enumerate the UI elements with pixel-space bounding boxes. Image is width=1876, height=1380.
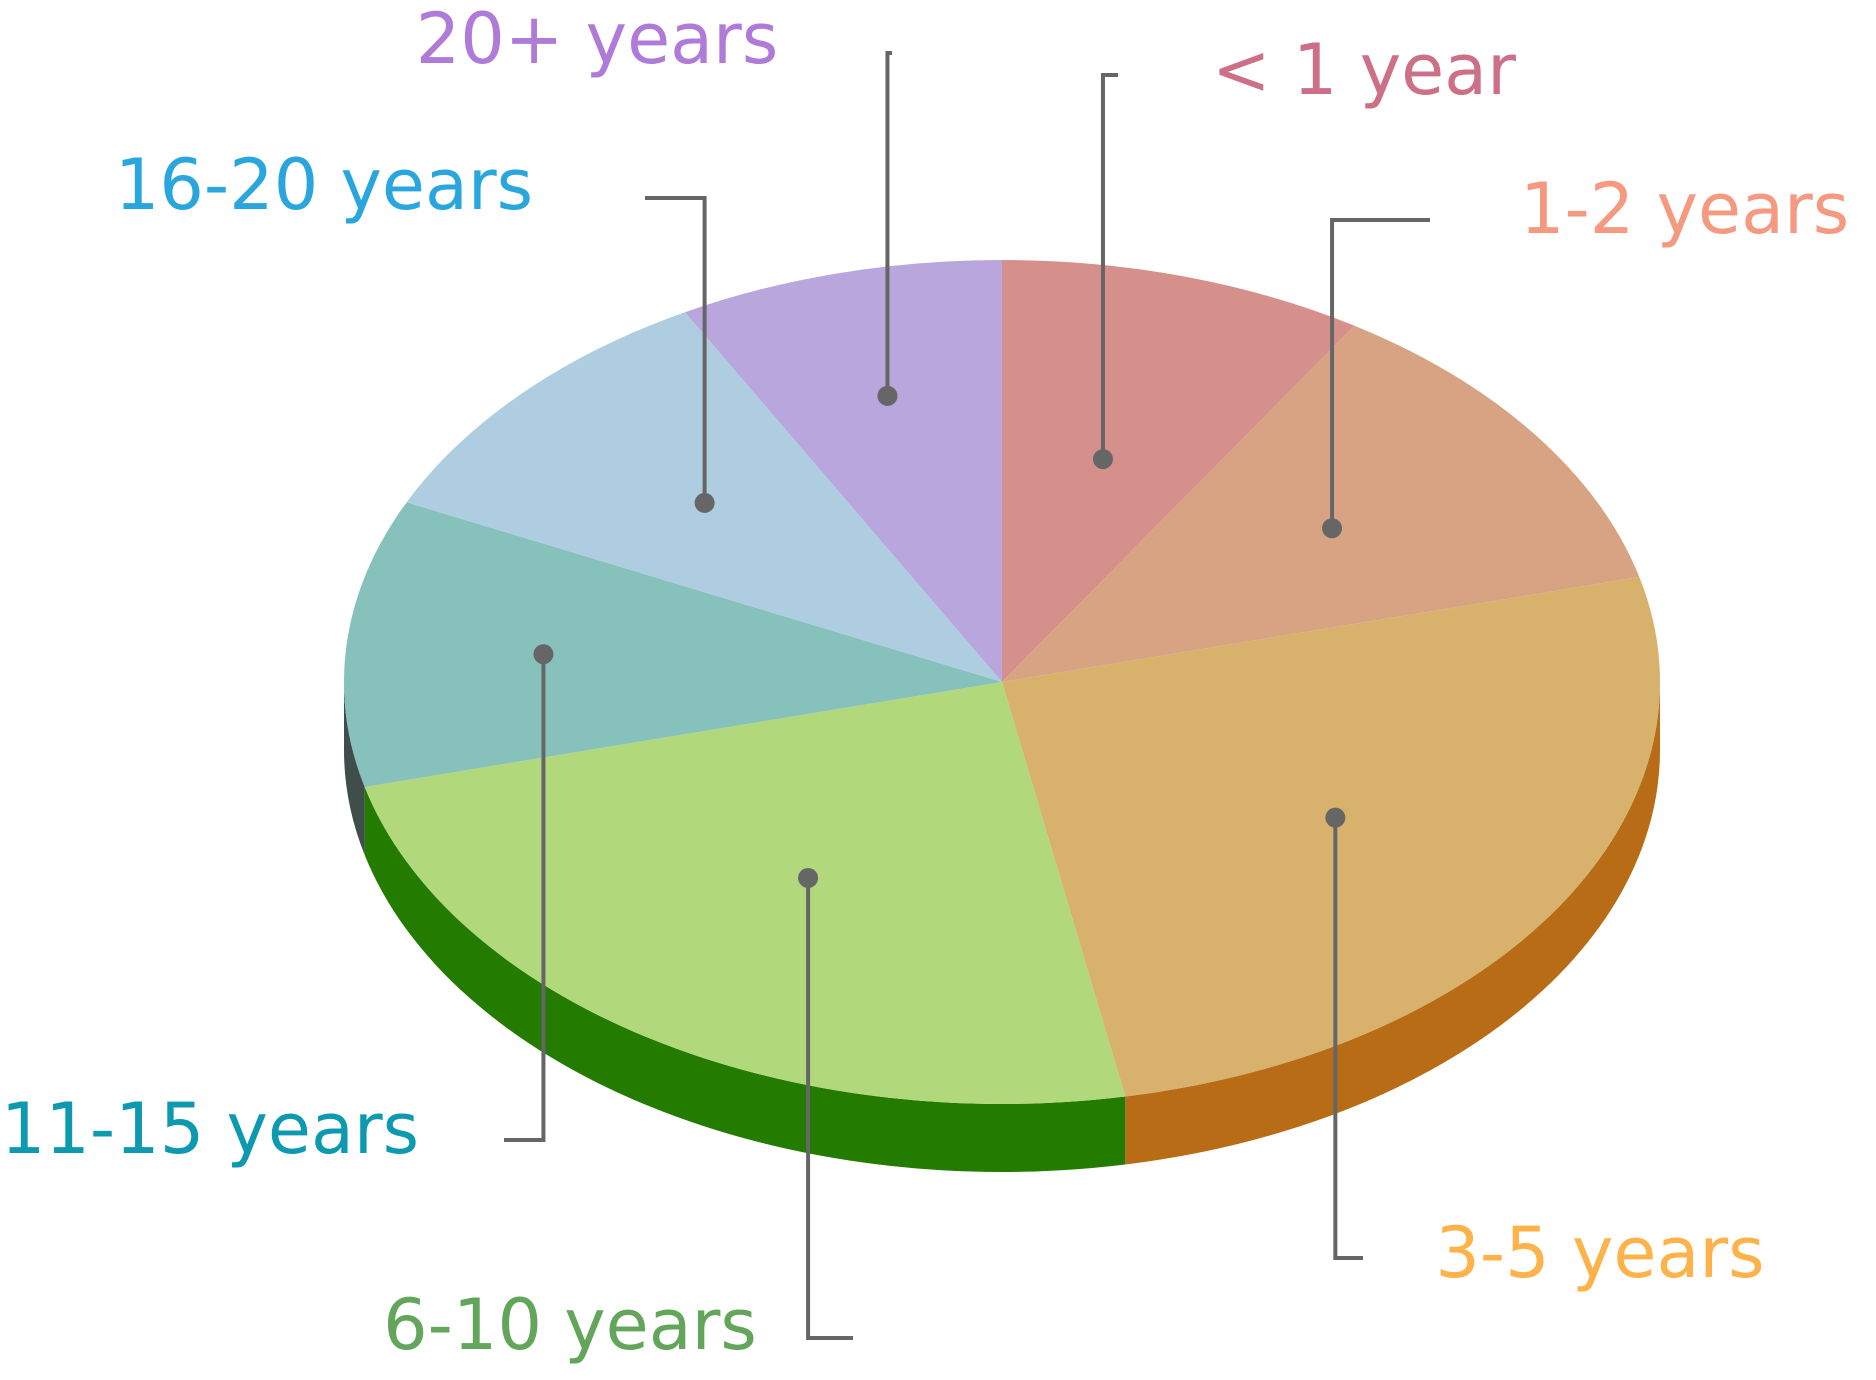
slice-label-1: 1-2 years (1520, 168, 1849, 250)
leader-line-5 (645, 196, 707, 503)
slice-label-4: 11-15 years (1, 1088, 419, 1170)
leader-dot-6 (877, 385, 898, 406)
leader-line-0 (1100, 73, 1118, 460)
pie-side-2 (1125, 682, 1660, 1165)
pie-slice-3 (364, 682, 1126, 1105)
leader-line-3 (806, 877, 853, 1340)
leader-line-2 (1333, 817, 1363, 1260)
pie-top (344, 260, 1660, 1105)
leader-dot-3 (798, 867, 819, 888)
slice-label-3: 6-10 years (383, 1284, 757, 1366)
leader-line-1 (1330, 218, 1430, 529)
leader-dot-4 (533, 644, 554, 665)
pie-slice-1 (1002, 325, 1640, 682)
pie-side-4 (344, 682, 365, 855)
leader-line-6 (885, 51, 892, 396)
leader-dot-1 (1322, 518, 1343, 539)
pie-slice-2 (1002, 577, 1660, 1097)
pie-slice-4 (344, 502, 1002, 787)
leader-dot-2 (1325, 807, 1346, 828)
slice-label-6: 20+ years (416, 0, 779, 80)
pie-sides (344, 682, 1660, 1172)
slice-label-2: 3-5 years (1435, 1212, 1764, 1294)
slice-label-5: 16-20 years (115, 144, 533, 226)
leader-dot-0 (1092, 449, 1113, 470)
pie-slice-6 (685, 260, 1002, 682)
leader-line-4 (504, 654, 546, 1142)
slice-label-0: < 1 year (1212, 29, 1516, 111)
pie-side-3 (364, 786, 1126, 1172)
pie-slice-0 (1002, 260, 1355, 682)
leader-dot-5 (694, 492, 715, 513)
